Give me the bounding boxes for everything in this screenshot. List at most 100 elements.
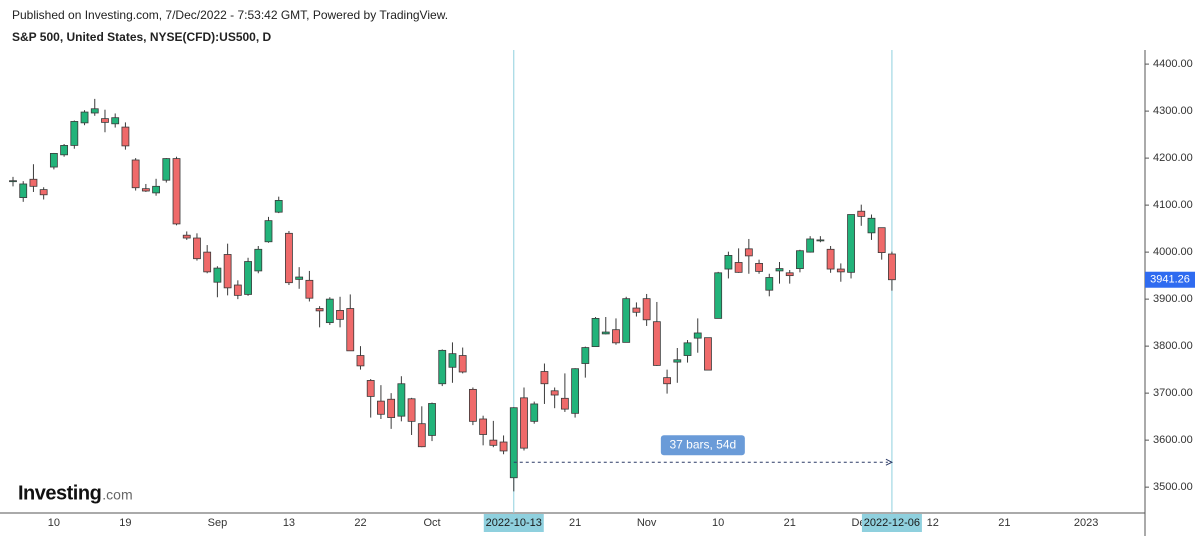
candle-body xyxy=(816,239,825,242)
measure-arrow xyxy=(885,458,894,466)
candle xyxy=(888,251,896,291)
candle xyxy=(223,243,232,296)
candle-body xyxy=(417,423,426,448)
candle xyxy=(509,407,518,492)
x-tick-label: 19 xyxy=(119,517,131,529)
candle-body xyxy=(366,380,375,397)
candle-body xyxy=(479,418,488,435)
candle-body xyxy=(387,398,396,418)
candle-body xyxy=(847,214,855,273)
candle-body xyxy=(601,331,610,335)
candle-body xyxy=(785,272,794,277)
candle xyxy=(847,214,855,279)
candle-body xyxy=(274,200,283,213)
candle xyxy=(468,387,477,426)
candle xyxy=(581,346,590,378)
measure-box xyxy=(660,435,745,456)
x-tick-label: 21 xyxy=(569,517,581,529)
candle xyxy=(489,420,498,448)
candle xyxy=(714,271,723,319)
candle xyxy=(213,266,222,298)
candle-body xyxy=(315,308,324,312)
candle-body xyxy=(325,298,334,324)
candle xyxy=(60,144,68,157)
candle-body xyxy=(673,359,682,363)
candle-body xyxy=(70,121,79,146)
candle xyxy=(806,236,815,253)
candle xyxy=(9,176,17,187)
candle xyxy=(295,267,304,289)
candle-body xyxy=(652,321,661,366)
candle xyxy=(601,316,610,335)
candle-body xyxy=(591,317,600,348)
candle-body xyxy=(438,349,447,385)
candle xyxy=(591,316,600,348)
candle-body xyxy=(356,355,365,367)
candle xyxy=(458,347,467,374)
candle-body xyxy=(632,307,641,313)
candle xyxy=(264,216,273,243)
candle xyxy=(315,306,324,328)
candle xyxy=(724,251,733,279)
caption: Published on Investing.com, 7/Dec/2022 -… xyxy=(12,8,448,22)
candle xyxy=(182,231,191,240)
candle-body xyxy=(285,232,293,284)
candle-body xyxy=(520,397,528,449)
candle xyxy=(663,369,671,394)
range-date-tag: 2022-12-06 xyxy=(861,514,922,532)
candle-body xyxy=(223,254,232,289)
candle xyxy=(356,346,365,370)
candle xyxy=(39,187,48,200)
candle xyxy=(755,259,763,274)
candle xyxy=(336,296,344,328)
candle-body xyxy=(571,368,579,414)
candle xyxy=(867,214,876,240)
candle-body xyxy=(857,210,866,217)
candle-body xyxy=(121,126,130,147)
last-price-label: 3941.26 xyxy=(1150,274,1190,286)
y-tick-label: 3900.00 xyxy=(1153,293,1193,305)
candle xyxy=(49,152,58,170)
y-tick-label: 3800.00 xyxy=(1153,340,1193,352)
candle xyxy=(550,387,559,409)
candle xyxy=(796,249,804,273)
logo: Investing .com xyxy=(18,482,133,504)
candle-body xyxy=(428,403,436,436)
candle xyxy=(407,397,416,435)
range-date-box xyxy=(483,514,544,532)
candle-body xyxy=(377,400,385,415)
candle xyxy=(693,318,702,353)
y-tick-label: 4400.00 xyxy=(1153,58,1193,70)
candle-body xyxy=(49,153,58,168)
candle-body xyxy=(550,390,559,396)
candle-body xyxy=(162,158,171,181)
candle-body xyxy=(90,108,99,114)
candle xyxy=(836,263,845,282)
candle-body xyxy=(172,158,181,225)
candle xyxy=(397,376,406,422)
candle-body xyxy=(233,284,242,296)
candle xyxy=(19,181,28,202)
candle xyxy=(499,435,508,455)
last-price-box xyxy=(1145,271,1195,288)
y-tick-label: 3500.00 xyxy=(1153,481,1193,493)
candle xyxy=(448,342,457,383)
y-tick-label: 3600.00 xyxy=(1153,434,1193,446)
candle xyxy=(642,293,651,326)
candle xyxy=(285,230,293,286)
candle xyxy=(734,248,743,273)
candle xyxy=(193,233,201,261)
candle xyxy=(877,227,886,260)
candle-body xyxy=(254,248,263,272)
candle xyxy=(387,393,396,429)
y-tick-label: 4300.00 xyxy=(1153,105,1193,117)
candle-body xyxy=(213,267,222,283)
candle xyxy=(704,337,712,371)
candle-body xyxy=(755,263,763,272)
candle-body xyxy=(663,377,671,385)
candle xyxy=(652,301,661,366)
candle-body xyxy=(581,347,590,364)
range-date-tag: 2022-10-13 xyxy=(483,514,544,532)
candle-body xyxy=(642,298,651,321)
